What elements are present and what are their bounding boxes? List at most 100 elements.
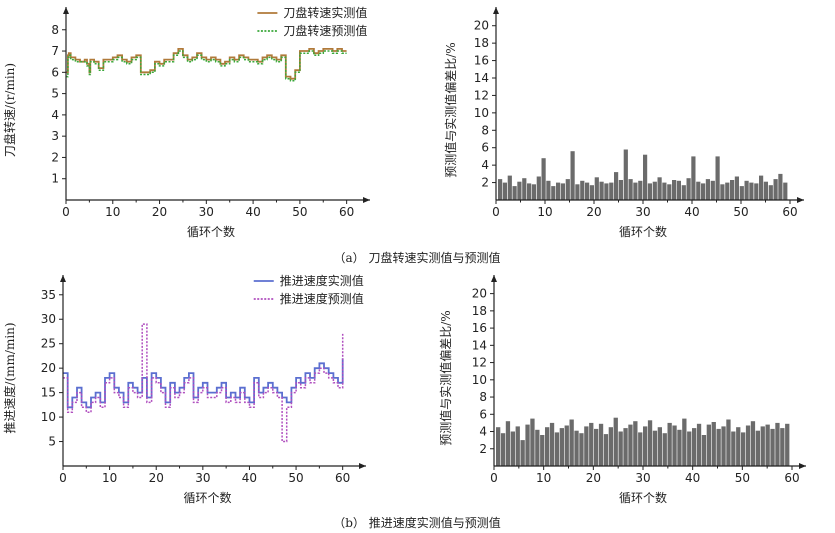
bar	[741, 432, 746, 466]
series-line-predicted	[66, 50, 347, 82]
bar	[507, 175, 512, 200]
x-tick-label: 20	[152, 205, 167, 219]
y-tick-label: 14	[474, 71, 489, 85]
y-axis-label: 刀盘转速/(r/min)	[2, 63, 17, 157]
y-tick-label: 1	[51, 172, 59, 186]
x-tick-label: 0	[490, 471, 498, 485]
bar	[687, 431, 692, 466]
y-axis-label: 预测值与实测值偏差比/%	[438, 310, 453, 445]
bar	[517, 181, 522, 200]
y-tick-label: 6	[51, 65, 59, 79]
bar	[736, 427, 741, 466]
bar	[510, 431, 515, 466]
x-tick-label: 10	[105, 205, 120, 219]
bar	[750, 421, 756, 466]
bar	[773, 179, 778, 200]
bar	[652, 430, 658, 466]
bar	[608, 427, 613, 466]
y-tick-label: 8	[479, 390, 487, 404]
y-tick-label: 20	[472, 287, 487, 301]
series-line-actual	[63, 358, 344, 409]
bar	[594, 177, 599, 200]
bar	[589, 185, 594, 200]
x-tick-label: 50	[288, 471, 303, 485]
bar	[730, 180, 735, 200]
x-tick-label: 30	[199, 205, 214, 219]
y-tick-label: 7	[51, 44, 59, 58]
bar	[579, 433, 584, 466]
y-tick-label: 2	[51, 150, 59, 164]
x-tick-label: 40	[245, 205, 260, 219]
x-tick-label: 60	[335, 471, 350, 485]
legend-label-0: 刀盘转速实测值	[283, 5, 367, 20]
bar	[551, 186, 556, 200]
bar	[696, 423, 702, 466]
y-tick-label: 30	[41, 312, 56, 326]
x-axis-label: 循环个数	[619, 224, 667, 239]
y-tick-label: 10	[474, 106, 489, 120]
bar	[745, 425, 751, 466]
bar	[744, 180, 749, 200]
bar	[570, 151, 575, 200]
bar	[638, 432, 643, 466]
bar	[599, 181, 604, 200]
bar	[734, 176, 739, 200]
bar	[531, 184, 536, 200]
bar	[662, 182, 667, 200]
bar	[520, 440, 525, 466]
x-tick-label: 40	[685, 471, 700, 485]
legend-label-1: 推进速度预测值	[280, 291, 364, 306]
y-tick-label: 35	[41, 288, 56, 302]
bar	[633, 182, 638, 200]
bar	[721, 426, 726, 466]
bar	[515, 426, 520, 466]
bar	[783, 182, 788, 200]
bar	[780, 428, 785, 466]
bar	[613, 417, 618, 466]
bar	[535, 429, 540, 466]
bar	[720, 184, 725, 200]
bar	[682, 418, 687, 466]
x-tick-label: 60	[784, 471, 799, 485]
bar	[546, 180, 551, 200]
bar	[598, 423, 604, 466]
x-tick-label: 20	[149, 471, 164, 485]
bar	[618, 180, 623, 200]
x-tick-label: 20	[586, 205, 601, 219]
bar	[768, 185, 773, 200]
chart-a-right: 0 10 20 30 40 50 60 2 4 6 8 10 12 14 16 18 20 循环个数 预测值与实测值…	[443, 7, 804, 239]
y-tick-label: 12	[472, 356, 487, 370]
bar	[701, 435, 707, 466]
bar	[763, 181, 768, 200]
bar	[775, 422, 780, 466]
bar	[556, 182, 561, 200]
bar	[643, 426, 648, 466]
x-tick-label: 20	[586, 471, 601, 485]
bar	[527, 183, 532, 200]
x-tick-label: 50	[292, 205, 307, 219]
y-tick-label: 16	[474, 54, 489, 68]
bar	[692, 428, 697, 466]
x-tick-label: 50	[733, 205, 748, 219]
bar	[604, 183, 609, 200]
bar	[725, 182, 730, 200]
x-tick-label: 60	[339, 205, 354, 219]
bar	[676, 180, 681, 200]
bar	[686, 178, 691, 200]
bar	[770, 428, 775, 466]
bar	[726, 419, 731, 466]
bar	[498, 179, 503, 200]
y-tick-label: 14	[472, 338, 487, 352]
bar	[545, 427, 550, 466]
bar	[530, 418, 535, 466]
bar	[554, 432, 560, 466]
bar	[569, 419, 574, 466]
y-tick-label: 18	[472, 304, 487, 318]
x-tick-label: 30	[635, 471, 650, 485]
x-axis-arrow	[363, 197, 370, 203]
bar	[525, 424, 530, 466]
caption-a: （a） 刀盘转速实测值与预测值	[334, 250, 501, 265]
bar	[711, 422, 716, 466]
x-tick-label: 60	[782, 205, 797, 219]
x-axis-arrow	[797, 197, 804, 203]
